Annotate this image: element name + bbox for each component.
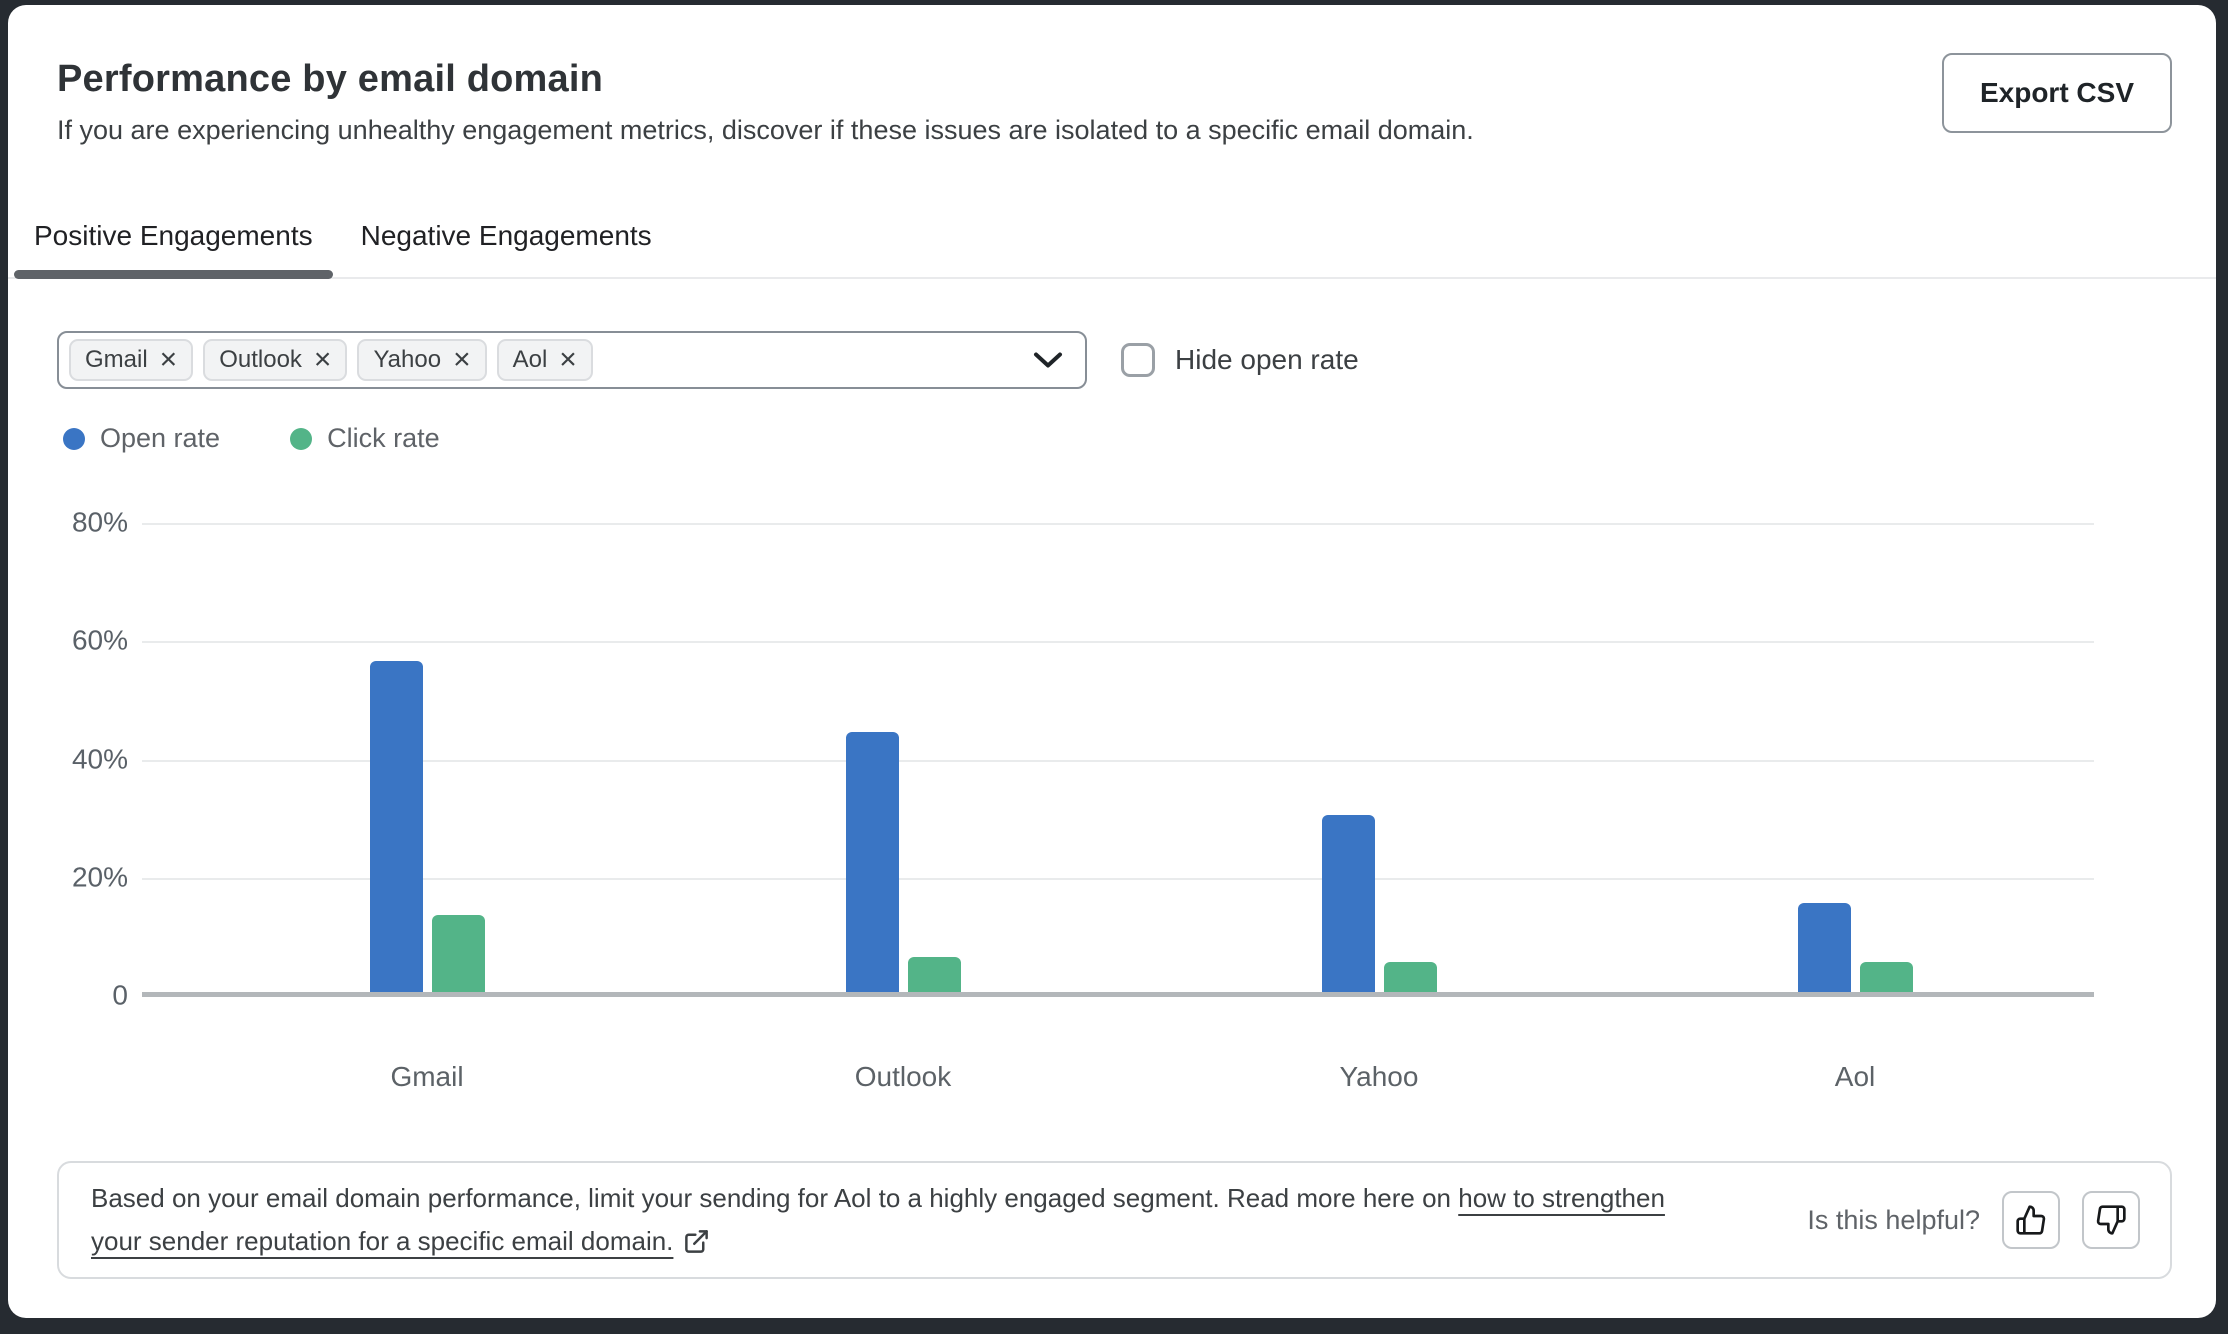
bar-open-rate-outlook — [845, 732, 899, 992]
bar-group-gmail — [189, 661, 665, 992]
bar-group-outlook — [665, 732, 1141, 992]
legend-label: Click rate — [327, 423, 440, 453]
bar-group-yahoo — [1141, 815, 1617, 992]
bar-click-rate-outlook — [907, 957, 961, 992]
gridline-20- — [142, 877, 2094, 880]
bar-open-rate-aol — [1797, 903, 1851, 992]
gridline-80- — [142, 523, 2094, 525]
export-csv-button[interactable]: Export CSV — [1941, 53, 2172, 133]
y-tick-80-: 80% — [71, 506, 128, 538]
gridline-40- — [142, 759, 2094, 762]
x-axis-label-aol: Aol — [1834, 1061, 1876, 1092]
bar-group-aol — [1617, 903, 2093, 992]
selected-domain-chips: Gmail × Outlook × Yahoo × Aol × — [69, 339, 593, 381]
bar-click-rate-aol — [1859, 962, 1913, 992]
y-axis-labels: 80% 60% 40% 20% 0 — [57, 506, 142, 1010]
filter-chip-yahoo: Yahoo × — [357, 339, 487, 381]
tab-positive-engagements[interactable]: Positive Engagements — [14, 211, 333, 279]
note-link[interactable]: how to strengthen your sender reputation… — [91, 1183, 1665, 1256]
bar-open-rate-gmail — [369, 661, 423, 992]
legend-item-click-rate: Click rate — [290, 423, 440, 454]
filter-chip-gmail: Gmail × — [69, 339, 194, 381]
chart-legend: Open rate Click rate — [63, 423, 2172, 454]
tab-bar: Positive Engagements Negative Engagements — [8, 211, 2216, 279]
hide-open-rate-control[interactable]: Hide open rate — [1121, 343, 1359, 377]
close-icon[interactable]: × — [313, 343, 332, 376]
domain-multiselect[interactable]: Gmail × Outlook × Yahoo × Aol × — [57, 331, 1087, 389]
note-prefix: Based on your email domain performance, … — [91, 1183, 1459, 1213]
x-axis-label-gmail: Gmail — [390, 1061, 464, 1092]
x-axis-label-yahoo: Yahoo — [1339, 1061, 1419, 1092]
filter-chip-aol: Aol × — [496, 339, 593, 381]
close-icon[interactable]: × — [159, 343, 178, 376]
chip-label: Outlook — [219, 346, 302, 373]
note-text: Based on your email domain performance, … — [91, 1177, 1671, 1263]
thumbs-up-icon — [2016, 1205, 2046, 1235]
legend-label: Open rate — [100, 423, 221, 453]
bar-click-rate-gmail — [431, 915, 485, 992]
bars-row — [142, 661, 2094, 992]
helpful-label: Is this helpful? — [1807, 1204, 1980, 1235]
feedback-controls: Is this helpful? — [1777, 1191, 2140, 1249]
bar-open-rate-yahoo — [1321, 815, 1375, 992]
external-link-icon[interactable] — [683, 1228, 710, 1255]
close-icon[interactable]: × — [559, 343, 577, 376]
chip-label: Yahoo — [373, 346, 442, 373]
legend-item-open-rate: Open rate — [63, 423, 220, 454]
y-tick-20-: 20% — [71, 861, 128, 893]
gridline-60- — [142, 641, 2094, 644]
filter-chip-outlook: Outlook × — [203, 339, 348, 381]
y-tick-60-: 60% — [71, 624, 128, 656]
x-axis-labels: Gmail Outlook Yahoo Aol — [142, 1061, 2172, 1093]
tab-negative-engagements[interactable]: Negative Engagements — [360, 220, 652, 251]
chip-label: Gmail — [85, 346, 148, 373]
thumbs-down-icon — [2096, 1205, 2126, 1235]
header-text: Performance by email domain If you are e… — [57, 57, 1474, 147]
y-tick-40-: 40% — [71, 742, 128, 774]
legend-dot-open-rate — [63, 427, 85, 450]
chevron-down-icon[interactable] — [1033, 352, 1063, 369]
bar-chart: 80% 60% 40% 20% 0 — [57, 506, 2172, 1010]
page-subtitle: If you are experiencing unhealthy engage… — [57, 115, 1474, 145]
hide-open-rate-label: Hide open rate — [1175, 344, 1359, 375]
active-tab-underline — [14, 270, 333, 279]
panel-header: Performance by email domain If you are e… — [8, 5, 2216, 147]
legend-dot-click-rate — [290, 427, 313, 450]
hide-open-rate-checkbox[interactable] — [1121, 343, 1155, 377]
x-axis-label-outlook: Outlook — [854, 1061, 952, 1092]
y-tick-0: 0 — [112, 979, 128, 1011]
chart-controls: Gmail × Outlook × Yahoo × Aol × Hide open rate — [57, 331, 2172, 389]
insight-note: Based on your email domain performance, … — [57, 1161, 2172, 1279]
page-title: Performance by email domain — [57, 58, 604, 100]
x-axis-baseline — [142, 992, 2094, 997]
chart-plot-area — [142, 523, 2094, 997]
bar-click-rate-yahoo — [1383, 962, 1437, 992]
chip-label: Aol — [512, 346, 548, 373]
thumbs-up-button[interactable] — [2002, 1191, 2060, 1249]
thumbs-down-button[interactable] — [2082, 1191, 2140, 1249]
close-icon[interactable]: × — [453, 343, 471, 376]
performance-panel: Performance by email domain If you are e… — [8, 5, 2216, 1318]
